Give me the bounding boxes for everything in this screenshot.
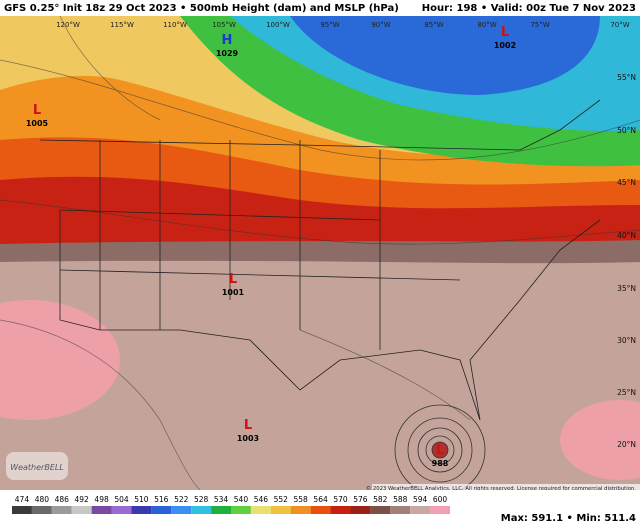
colorbar-swatch bbox=[350, 506, 371, 514]
longitude-label: 75°W bbox=[530, 21, 549, 29]
longitude-label: 100°W bbox=[266, 21, 290, 29]
colorbar-swatch bbox=[211, 506, 231, 514]
colorbar-label: 558 bbox=[294, 495, 309, 504]
latitude-label: 25°N bbox=[617, 388, 636, 397]
longitude-label: 95°W bbox=[320, 21, 339, 29]
valid-time: Hour: 198 • Valid: 00z Tue 7 Nov 2023 bbox=[422, 3, 636, 14]
colorbar-swatch bbox=[171, 506, 192, 514]
colorbar-swatch bbox=[71, 506, 92, 514]
colorbar-label: 570 bbox=[333, 495, 348, 504]
longitude-label: 105°W bbox=[212, 21, 236, 29]
latitude-label: 50°N bbox=[617, 126, 636, 135]
colorbar-label: 600 bbox=[433, 495, 448, 504]
colorbar-label: 504 bbox=[114, 495, 129, 504]
pressure-symbol: L bbox=[501, 25, 509, 40]
stats: Max: 591.1 • Min: 511.4 bbox=[501, 513, 636, 524]
hurricane bbox=[394, 404, 486, 490]
colorbar: 474 480 486 492 498 504 510 516 522 528 534 540 546 5… bbox=[12, 495, 450, 514]
colorbar-swatch bbox=[250, 506, 271, 514]
pressure-value: 988 bbox=[432, 459, 449, 468]
pressure-value: 1002 bbox=[494, 41, 516, 50]
pressure-symbol: L bbox=[244, 418, 252, 433]
latitude-label: 45°N bbox=[617, 178, 636, 187]
latitude-label: 30°N bbox=[617, 336, 636, 345]
colorbar-label: 540 bbox=[234, 495, 249, 504]
pressure-symbol: L bbox=[436, 443, 444, 458]
longitude-label: 120°W bbox=[56, 21, 80, 29]
colorbar-label: 516 bbox=[154, 495, 169, 504]
colorbar-label: 492 bbox=[75, 495, 90, 504]
longitude-label: 80°W bbox=[477, 21, 496, 29]
colorbar-label: 480 bbox=[35, 495, 50, 504]
colorbar-label: 582 bbox=[373, 495, 388, 504]
colorbar-swatch bbox=[111, 506, 132, 514]
colorbar-swatch bbox=[310, 506, 331, 514]
longitude-label: 110°W bbox=[163, 21, 187, 29]
colorbar-label: 564 bbox=[313, 495, 328, 504]
colorbar-label: 522 bbox=[174, 495, 189, 504]
colorbar-label: 546 bbox=[254, 495, 269, 504]
colorbar-swatch bbox=[290, 506, 311, 514]
title: GFS 0.25° Init 18z 29 Oct 2023 • 500mb H… bbox=[4, 3, 399, 14]
colorbar-label: 486 bbox=[55, 495, 70, 504]
credit: © 2023 WeatherBELL Analytics, LLC. All r… bbox=[366, 485, 636, 492]
colorbar-swatch bbox=[270, 506, 291, 514]
longitude-label: 70°W bbox=[610, 21, 629, 29]
latitude-label: 40°N bbox=[617, 231, 636, 240]
latitude-label: 35°N bbox=[617, 284, 636, 293]
logo: WeatherBELL bbox=[10, 463, 64, 472]
colorbar-label: 594 bbox=[413, 495, 428, 504]
credit-bg bbox=[372, 484, 640, 490]
colorbar-label: 498 bbox=[94, 495, 109, 504]
longitude-label: 85°W bbox=[424, 21, 443, 29]
colorbar-label: 534 bbox=[214, 495, 229, 504]
colorbar-label: 552 bbox=[274, 495, 289, 504]
colorbar-label: 474 bbox=[15, 495, 30, 504]
pressure-value: 1005 bbox=[26, 119, 49, 128]
colorbar-swatch bbox=[370, 506, 391, 514]
pressure-value: 1029 bbox=[216, 49, 239, 58]
colorbar-swatch bbox=[12, 506, 32, 514]
colorbar-swatch bbox=[430, 506, 450, 514]
pressure-symbol: L bbox=[33, 103, 41, 118]
isobars bbox=[0, 16, 640, 490]
pink-region bbox=[560, 400, 640, 480]
colorbar-label: 576 bbox=[353, 495, 368, 504]
colorbar-swatch bbox=[390, 506, 411, 514]
colorbar-label: 528 bbox=[194, 495, 209, 504]
colorbar-label: 588 bbox=[393, 495, 408, 504]
pressure-value: 1001 bbox=[222, 288, 245, 297]
band-blue bbox=[290, 16, 600, 95]
colorbar-swatch bbox=[330, 506, 351, 514]
colorbar-swatch bbox=[51, 506, 72, 514]
pressure-symbol: L bbox=[229, 272, 237, 287]
colorbar-swatch bbox=[191, 506, 212, 514]
colorbar-label: 510 bbox=[134, 495, 149, 504]
latitude-label: 20°N bbox=[617, 440, 636, 449]
latitude-label: 55°N bbox=[617, 73, 636, 82]
colorbar-swatch bbox=[231, 506, 251, 514]
longitude-label: 115°W bbox=[110, 21, 134, 29]
pressure-symbol: H bbox=[222, 33, 233, 48]
colorbar-swatch bbox=[91, 506, 112, 514]
boundaries bbox=[39, 99, 601, 421]
colorbar-swatch bbox=[410, 506, 431, 514]
pink-region bbox=[0, 300, 120, 420]
pressure-value: 1003 bbox=[237, 434, 259, 443]
logo-badge bbox=[6, 452, 68, 480]
colorbar-swatch bbox=[151, 506, 172, 514]
longitude-label: 90°W bbox=[371, 21, 390, 29]
colorbar-swatch bbox=[131, 506, 152, 514]
colorbar-swatch bbox=[31, 506, 52, 514]
